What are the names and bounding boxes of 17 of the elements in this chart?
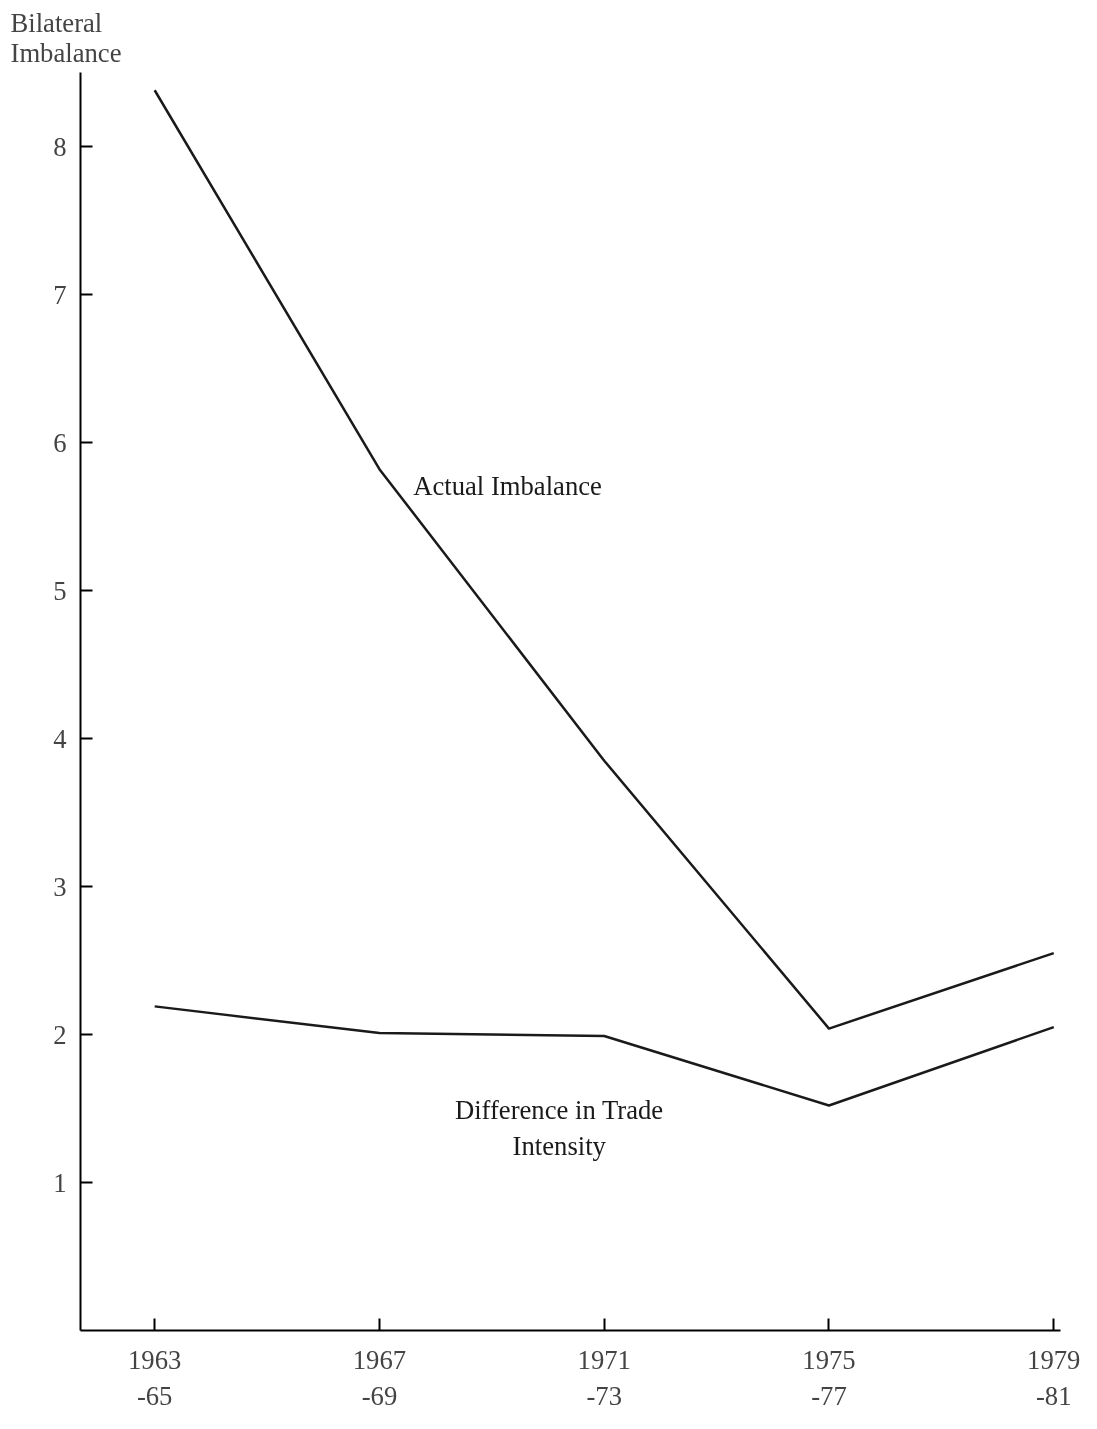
y-tick-label: 2 [53,1019,67,1050]
y-tick-label: 5 [53,575,67,606]
series-label: Difference in Trade Intensity [454,1095,664,1162]
y-tick-label: 1 [53,1167,67,1198]
x-tick-label: 1975 -77 [802,1344,856,1411]
line-series [153,89,1056,1030]
y-tick-label: 7 [53,279,67,310]
series-label: Actual Imbalance [413,470,602,501]
x-tick-label: 1967 -69 [352,1344,407,1411]
y-axis-title: Bilateral Imbalance [10,7,122,68]
x-tick-label: 1963 -65 [128,1344,182,1411]
x-tick-label: 1979 -81 [1027,1344,1081,1411]
y-tick-label: 3 [53,871,67,902]
y-tick-label: 4 [53,723,67,754]
x-tick-label: 1971 -73 [577,1344,631,1411]
y-tick-label: 8 [53,131,67,162]
y-tick-label: 6 [53,427,67,458]
